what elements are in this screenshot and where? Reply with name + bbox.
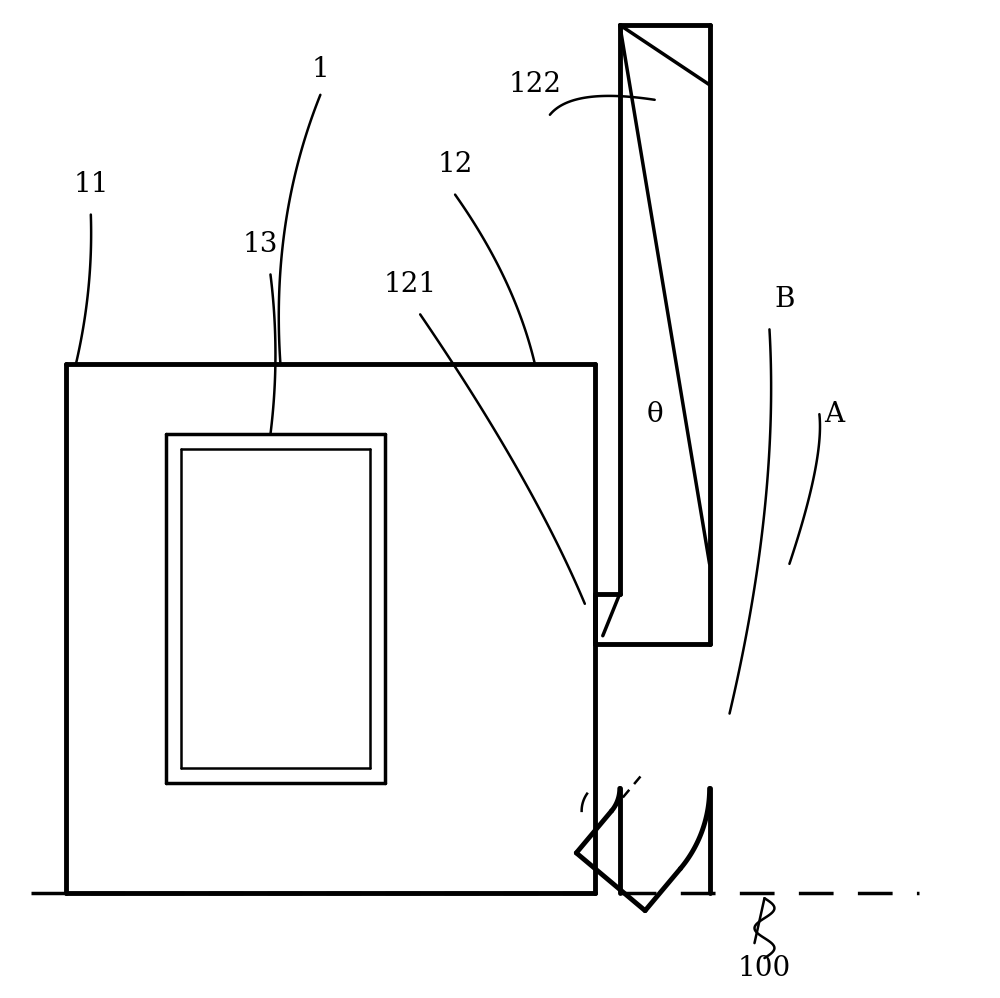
Text: A: A: [824, 400, 844, 428]
Text: 11: 11: [73, 171, 109, 199]
Text: 12: 12: [437, 151, 473, 179]
Text: 122: 122: [508, 71, 561, 99]
Text: 1: 1: [311, 56, 329, 84]
Text: B: B: [774, 285, 795, 313]
Text: 13: 13: [243, 231, 278, 258]
Text: θ: θ: [646, 400, 663, 428]
Text: 100: 100: [738, 954, 791, 982]
Text: 121: 121: [384, 270, 437, 298]
